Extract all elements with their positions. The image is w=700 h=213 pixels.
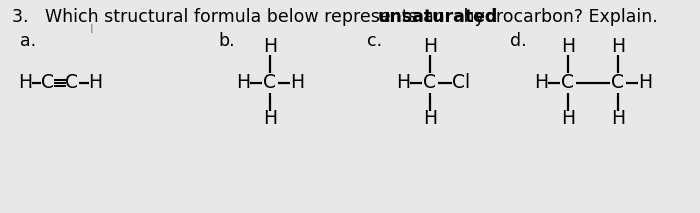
Text: Cl: Cl — [452, 73, 470, 92]
Text: H: H — [611, 37, 625, 56]
Text: H: H — [534, 73, 548, 92]
Text: a.: a. — [20, 32, 36, 50]
Text: C: C — [66, 73, 78, 92]
Text: unsaturated: unsaturated — [378, 8, 498, 26]
Text: H: H — [561, 109, 575, 128]
Text: b.: b. — [218, 32, 234, 50]
Text: C: C — [41, 73, 53, 92]
Text: C: C — [424, 73, 437, 92]
Text: H: H — [236, 73, 250, 92]
Text: I: I — [90, 23, 94, 36]
Text: C: C — [263, 73, 276, 92]
Text: H: H — [263, 109, 277, 128]
Text: C: C — [612, 73, 624, 92]
Text: hydrocarbon? Explain.: hydrocarbon? Explain. — [458, 8, 658, 26]
Text: c.: c. — [367, 32, 382, 50]
Text: H: H — [18, 73, 32, 92]
Text: d.: d. — [510, 32, 526, 50]
Text: H: H — [423, 37, 437, 56]
Text: H: H — [423, 109, 437, 128]
Text: H: H — [290, 73, 304, 92]
Text: H: H — [638, 73, 652, 92]
Text: H: H — [88, 73, 102, 92]
Text: H: H — [561, 37, 575, 56]
Text: H: H — [263, 37, 277, 56]
Text: C: C — [561, 73, 575, 92]
Text: 3.   Which structural formula below represents an: 3. Which structural formula below repres… — [12, 8, 450, 26]
Text: H: H — [396, 73, 410, 92]
Text: H: H — [611, 109, 625, 128]
